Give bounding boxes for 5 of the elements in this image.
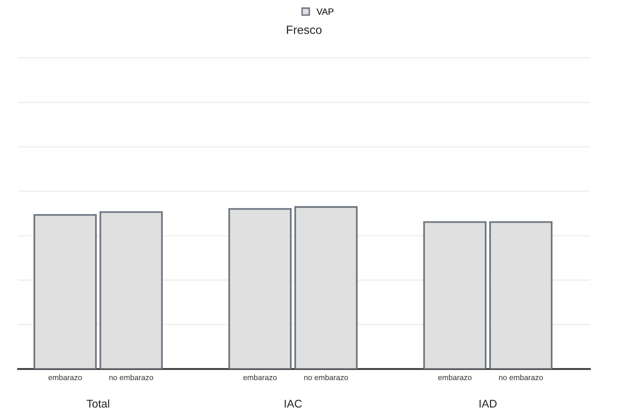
text: Total	[86, 399, 110, 408]
text: IAD	[480, 400, 497, 408]
text: IAC	[284, 400, 302, 408]
legend-label: VAP	[316, 8, 334, 15]
chart-title: Fresco	[286, 26, 322, 34]
